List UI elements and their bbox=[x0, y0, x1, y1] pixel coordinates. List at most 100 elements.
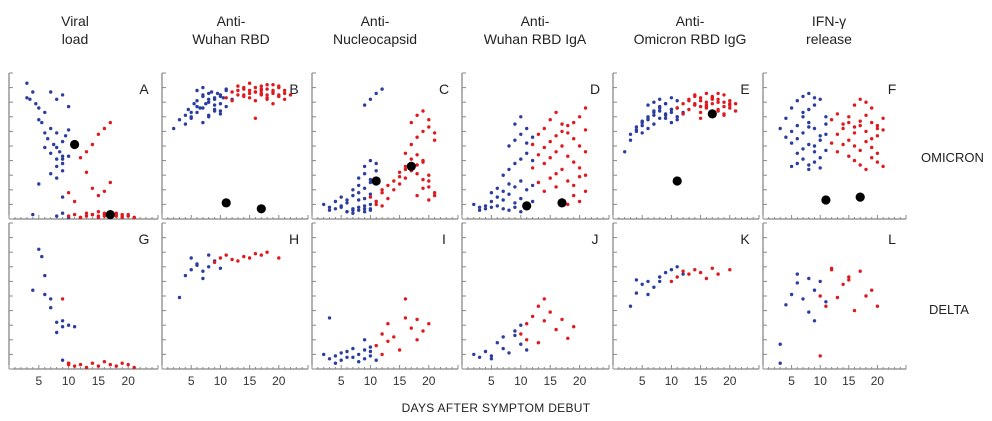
data-point bbox=[795, 99, 799, 103]
data-point bbox=[698, 110, 703, 115]
data-point bbox=[698, 104, 703, 109]
x-tick-label: 15 bbox=[243, 374, 257, 388]
x-tick-label: 20 bbox=[272, 374, 286, 388]
highlight-point bbox=[707, 109, 717, 119]
x-tick-label: 20 bbox=[723, 374, 737, 388]
data-point bbox=[572, 183, 576, 188]
data-point bbox=[530, 135, 535, 139]
data-point bbox=[841, 282, 845, 286]
data-point bbox=[60, 325, 65, 329]
panel-letter: I bbox=[442, 231, 446, 247]
data-point bbox=[96, 210, 101, 214]
data-point bbox=[380, 332, 384, 336]
data-point bbox=[357, 205, 361, 209]
data-point bbox=[40, 120, 44, 125]
data-point bbox=[362, 207, 367, 211]
data-point bbox=[282, 88, 287, 93]
data-point bbox=[698, 96, 703, 100]
data-point bbox=[640, 120, 644, 125]
panel-letter: A bbox=[139, 81, 149, 97]
data-point bbox=[507, 144, 511, 148]
data-point bbox=[698, 99, 703, 103]
data-point bbox=[386, 183, 390, 188]
data-point bbox=[37, 247, 41, 251]
data-point bbox=[195, 99, 199, 103]
data-point bbox=[728, 99, 732, 103]
data-point bbox=[801, 147, 805, 151]
data-point bbox=[847, 138, 851, 142]
data-point bbox=[501, 173, 505, 177]
data-point bbox=[646, 103, 650, 107]
data-point bbox=[693, 268, 697, 272]
data-point bbox=[339, 351, 343, 355]
data-point bbox=[427, 198, 431, 202]
data-point bbox=[96, 364, 101, 368]
data-point bbox=[421, 177, 425, 182]
data-point bbox=[392, 188, 396, 192]
data-point bbox=[495, 204, 499, 208]
data-point bbox=[812, 103, 817, 107]
data-point bbox=[675, 115, 679, 119]
data-point bbox=[415, 193, 419, 198]
data-point bbox=[652, 100, 656, 104]
data-point bbox=[415, 163, 419, 167]
data-point bbox=[409, 157, 413, 161]
data-point bbox=[114, 211, 119, 215]
data-point bbox=[432, 191, 437, 195]
data-point bbox=[37, 106, 41, 110]
data-point bbox=[807, 91, 811, 96]
data-point bbox=[698, 270, 703, 275]
data-point bbox=[322, 352, 326, 357]
data-point bbox=[55, 157, 59, 161]
data-point bbox=[495, 341, 499, 345]
data-point bbox=[247, 256, 252, 260]
data-point bbox=[132, 365, 136, 370]
data-point bbox=[380, 188, 384, 192]
data-point bbox=[583, 189, 588, 193]
x-tick-label: 20 bbox=[422, 374, 436, 388]
highlight-point bbox=[821, 195, 831, 205]
data-point bbox=[824, 122, 828, 126]
data-point bbox=[189, 256, 193, 260]
x-tick-label: 5 bbox=[488, 374, 495, 388]
data-point bbox=[362, 186, 367, 190]
data-point bbox=[204, 102, 208, 106]
data-point bbox=[495, 186, 499, 190]
column-title-anti-nucleocapsid: Anti- Nucleocapsid bbox=[332, 13, 418, 47]
data-point bbox=[548, 176, 552, 180]
data-point bbox=[403, 316, 408, 320]
data-point bbox=[201, 85, 205, 90]
data-point bbox=[403, 176, 408, 180]
data-point bbox=[875, 151, 880, 155]
panel-j: J 5 10 15 20 bbox=[461, 222, 610, 388]
data-point bbox=[864, 100, 868, 104]
data-point bbox=[560, 317, 564, 322]
data-point bbox=[634, 278, 639, 282]
data-point bbox=[525, 322, 529, 326]
data-point bbox=[351, 346, 355, 351]
data-point bbox=[812, 150, 817, 154]
data-point bbox=[652, 285, 656, 289]
data-point bbox=[183, 273, 188, 278]
data-point bbox=[807, 163, 811, 167]
data-point bbox=[201, 120, 205, 125]
data-point bbox=[519, 210, 523, 214]
data-point bbox=[472, 202, 476, 207]
data-point bbox=[207, 253, 211, 257]
data-point bbox=[386, 339, 390, 343]
data-point bbox=[259, 84, 263, 88]
data-point bbox=[351, 355, 355, 359]
data-point bbox=[710, 94, 714, 99]
data-point bbox=[357, 176, 361, 180]
data-point bbox=[282, 97, 287, 102]
data-point bbox=[72, 212, 77, 217]
data-point bbox=[542, 126, 546, 131]
data-point bbox=[96, 193, 101, 198]
data-point bbox=[357, 352, 361, 357]
data-point bbox=[84, 214, 89, 218]
data-point bbox=[380, 87, 384, 91]
data-point bbox=[513, 161, 517, 166]
data-point bbox=[829, 266, 834, 270]
data-point bbox=[536, 180, 541, 185]
